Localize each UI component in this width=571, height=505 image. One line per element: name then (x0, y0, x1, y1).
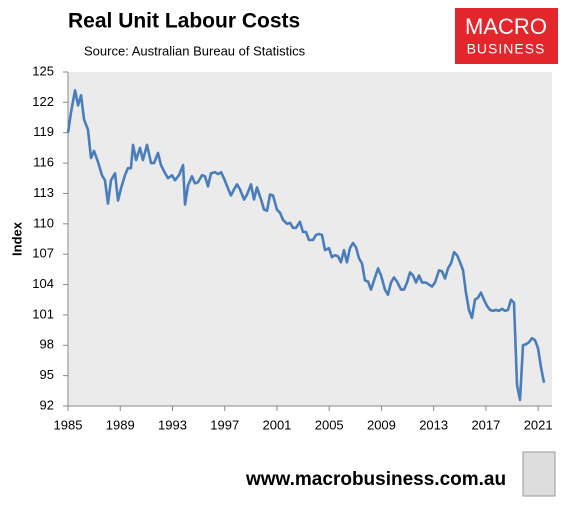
chart-subtitle: Source: Australian Bureau of Statistics (84, 43, 306, 58)
y-tick-label: 107 (32, 246, 54, 261)
y-tick-label: 122 (32, 94, 54, 109)
y-tick-label: 110 (33, 215, 54, 230)
y-tick-label: 98 (40, 337, 54, 352)
data-line (66, 88, 546, 402)
y-tick-label: 101 (32, 306, 54, 321)
y-tick-label: 92 (40, 397, 54, 412)
y-tick-label: 95 (40, 367, 54, 382)
x-tick-label: 2005 (315, 417, 344, 432)
y-tick-label: 113 (33, 185, 54, 200)
footer: www.macrobusiness.com.au (245, 469, 506, 490)
y-tick-label: 116 (33, 155, 54, 170)
x-tick-label: 1985 (54, 417, 83, 432)
logo-icon (522, 451, 556, 497)
x-tick-label: 2001 (262, 417, 291, 432)
y-tick-label: 119 (33, 124, 54, 139)
x-tick-label: 2009 (367, 417, 396, 432)
x-tick-label: 2021 (524, 417, 553, 432)
x-tick-label: 1993 (158, 417, 187, 432)
x-tick-label: 1997 (210, 417, 239, 432)
y-tick-label: 125 (32, 63, 54, 78)
x-tick-label: 2013 (419, 417, 448, 432)
y-axis-label: Index (9, 221, 24, 256)
logo-text: MACRO (465, 14, 547, 39)
y-tick-label: 104 (32, 276, 54, 291)
x-tick-label: 1989 (106, 417, 135, 432)
logo-text: BUSINESS (467, 41, 546, 57)
x-tick-label: 2017 (471, 417, 500, 432)
chart-title: Real Unit Labour Costs (68, 10, 300, 33)
logo-box (455, 8, 558, 64)
